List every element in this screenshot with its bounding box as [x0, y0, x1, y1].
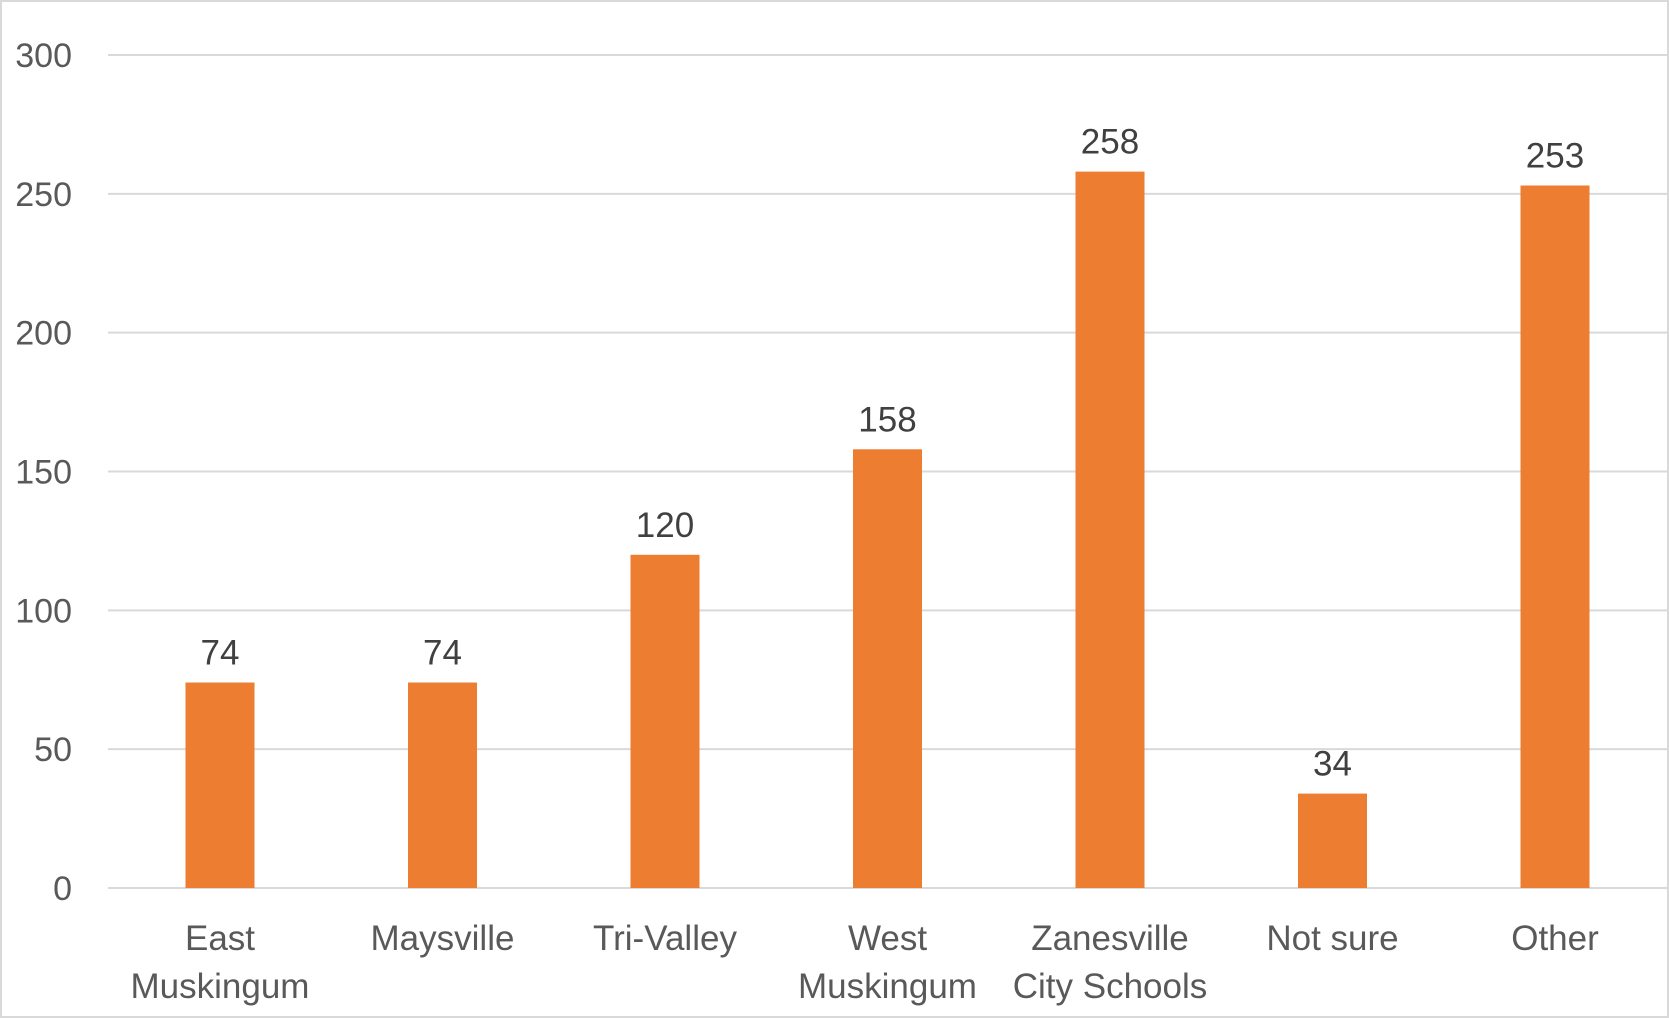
- data-label: 120: [636, 506, 694, 545]
- bars: [185, 171, 1590, 889]
- x-tick-label-line: Not sure: [1266, 919, 1398, 958]
- bar: [1520, 185, 1590, 889]
- y-tick-label: 50: [34, 731, 72, 769]
- data-label: 253: [1526, 137, 1584, 176]
- y-tick-label: 0: [53, 870, 72, 908]
- data-label: 34: [1313, 745, 1352, 784]
- y-tick-label: 100: [15, 592, 72, 630]
- x-tick-label-line: Muskingum: [798, 967, 977, 1006]
- data-label: 74: [423, 634, 462, 673]
- bar: [853, 449, 922, 888]
- x-tick-label: West Muskingum: [798, 919, 977, 1006]
- gridlines: [108, 54, 1669, 889]
- x-tick-label-line: Tri-Valley: [593, 919, 737, 958]
- x-tick-label-line: Other: [1511, 919, 1599, 958]
- y-tick-label: 250: [15, 176, 72, 214]
- x-tick-label-line: West: [848, 919, 927, 958]
- data-label: 258: [1081, 123, 1139, 162]
- x-tick-label: East Muskingum: [131, 919, 310, 1006]
- x-tick-label-line: Zanesville: [1031, 919, 1189, 958]
- x-tick-label: Other: [1511, 919, 1599, 958]
- bar: [408, 682, 477, 888]
- x-tick-label: Tri-Valley: [593, 919, 737, 958]
- y-axis-ticks: 0 50 100 150 200 250 300: [15, 37, 72, 908]
- x-tick-label: Maysville: [371, 919, 515, 958]
- bar: [1075, 171, 1145, 888]
- data-labels: 74 74 120 158 258 34 253: [201, 123, 1585, 784]
- bar: [185, 682, 255, 888]
- data-label: 74: [201, 634, 240, 673]
- x-tick-label-line: East: [185, 919, 255, 958]
- x-tick-label-line: Maysville: [371, 919, 515, 958]
- x-axis-categories: East Muskingum Maysville Tri-Valley West Musk…: [131, 919, 1600, 1006]
- x-tick-label: Not sure: [1266, 919, 1398, 958]
- x-tick-label: Zanesville City Schools: [1013, 919, 1208, 1006]
- x-tick-label-line: City Schools: [1013, 967, 1208, 1006]
- bar: [1298, 793, 1367, 888]
- y-tick-label: 150: [15, 454, 72, 492]
- bar: [630, 554, 700, 888]
- data-label: 158: [858, 400, 916, 439]
- x-tick-label-line: Muskingum: [131, 967, 310, 1006]
- y-tick-label: 200: [15, 315, 72, 353]
- y-tick-label: 300: [15, 37, 72, 75]
